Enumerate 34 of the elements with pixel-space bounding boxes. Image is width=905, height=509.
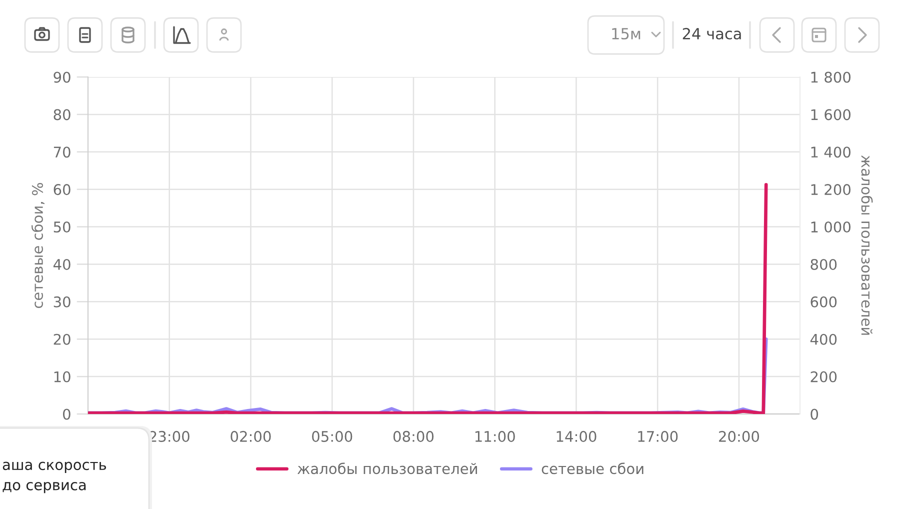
y-tick-label: 10 [54, 371, 70, 382]
legend-label: сетевые сбои [542, 462, 644, 474]
y2-tick-label: 0 [810, 408, 818, 420]
y-tick-label: 20 [54, 334, 70, 345]
text: аша скорость до сервиса [2, 462, 106, 494]
y-tick-label: 40 [53, 258, 70, 270]
y2-tick-label: 800 [810, 258, 837, 270]
text: 24 часа [682, 28, 741, 40]
y2-tick-label: 1 400 [811, 146, 851, 158]
y2-tick-label: 400 [810, 334, 837, 345]
y2-tick-label: 1 000 [811, 221, 851, 233]
y2-tick-label: 1 600 [811, 109, 851, 120]
x-tick-label: 05:00 [312, 430, 352, 442]
y2-tick-label: 1 800 [811, 72, 851, 83]
y-tick-label: 0 [63, 408, 70, 420]
x-tick-label: 14:00 [556, 430, 596, 442]
x-tick-label: 20:00 [719, 430, 760, 442]
y2-tick-label: 600 [810, 296, 837, 308]
y2-tick-label: 200 [810, 371, 837, 382]
y-tick-label: 90 [54, 72, 70, 83]
text: 15м [612, 28, 640, 40]
x-tick-label: 08:00 [393, 430, 434, 442]
x-tick-label: 11:00 [475, 430, 515, 442]
y2-tick-label: 1 200 [811, 184, 851, 196]
y2-axis-title: жалобы пользователей [861, 155, 873, 335]
y-tick-label: 60 [54, 184, 70, 196]
x-tick-label: 02:00 [230, 430, 271, 442]
legend-label: жалобы пользователей [298, 462, 477, 474]
y-tick-label: 80 [54, 109, 70, 120]
x-tick-label: 17:00 [638, 430, 678, 442]
y-tick-label: 70 [54, 146, 70, 158]
y-axis-title: сетевые сбои, % [31, 182, 44, 308]
y-tick-label: 50 [54, 221, 70, 233]
y-tick-label: 30 [54, 296, 70, 308]
